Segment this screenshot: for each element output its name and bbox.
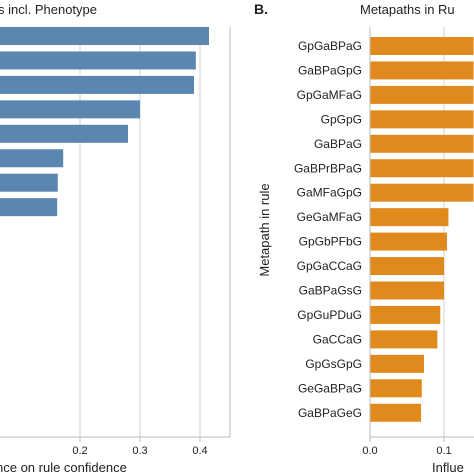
panel-a-tick-label: 0.4 xyxy=(192,445,207,457)
panel-b-bar xyxy=(370,305,441,324)
panel-a-bar xyxy=(0,124,128,143)
panel-b-category-label: GpGaMFaG xyxy=(297,88,362,102)
panel-b-bar xyxy=(370,379,422,398)
panel-a: s incl. Phenotype 0.2 0.3 0.4 nce on rule … xyxy=(0,2,231,474)
panel-b-bars xyxy=(370,37,474,422)
panel-b: B. Metapaths in Ru GpGaBPaG GaBPaGpG GpGaM… xyxy=(254,1,474,474)
panel-b-bar xyxy=(370,208,449,227)
panel-b-bar xyxy=(370,403,422,422)
panel-a-bar xyxy=(0,173,58,192)
panel-b-bar xyxy=(370,37,474,55)
panel-b-category-label: GeGaBPaG xyxy=(298,381,362,395)
panel-b-label: B. xyxy=(254,1,268,17)
panel-b-category-label: GeGaMFaG xyxy=(297,210,362,224)
panel-a-bar xyxy=(0,51,196,70)
panel-b-category-label: GaBPaGsG xyxy=(299,284,362,298)
panel-b-category-label: GaBPaGeG xyxy=(298,406,362,420)
panel-a-x-axis-label: nce on rule confidence xyxy=(0,460,127,474)
panel-a-bar xyxy=(0,198,58,217)
panel-b-category-label: GpGbPFbG xyxy=(299,235,362,249)
panel-b-bar xyxy=(370,134,474,153)
panel-b-tick-label: 0.1 xyxy=(436,445,451,457)
panel-b-bar xyxy=(370,354,425,373)
panel-b-category-label: GaBPrBPaG xyxy=(294,161,362,175)
panel-b-title: Metapaths in Ru xyxy=(360,2,455,17)
panel-b-category-label: GpGaBPaG xyxy=(298,39,362,53)
panel-b-bar xyxy=(370,85,474,104)
panel-a-bars xyxy=(0,27,209,217)
panel-a-gridlines xyxy=(79,27,201,437)
panel-a-bar xyxy=(0,75,194,94)
panel-a-tick-label: 0.3 xyxy=(132,445,147,457)
panel-b-bar xyxy=(370,232,447,251)
panel-b-bar xyxy=(370,330,438,349)
panel-b-category-labels: GpGaBPaG GaBPaGpG GpGaMFaG GpGpG GaBPaG GaBPr… xyxy=(294,39,362,420)
panel-a-tick-labels: 0.2 0.3 0.4 xyxy=(72,437,208,457)
panel-a-bar xyxy=(0,149,64,168)
panel-a-tick-label: 0.2 xyxy=(72,445,87,457)
panel-b-category-label: GaBPaG xyxy=(314,137,362,151)
panel-b-category-label: GpGsGpG xyxy=(305,357,362,371)
panel-b-category-label: GpGpG xyxy=(321,112,362,126)
panel-b-bar xyxy=(370,110,474,129)
panel-b-category-label: GaMFaGpG xyxy=(297,186,362,200)
panel-b-y-axis-label: Metapath in rule xyxy=(257,183,272,276)
panel-b-category-label: GpGuPDuG xyxy=(297,308,362,322)
panel-b-bar xyxy=(370,281,444,300)
panel-a-bar xyxy=(0,100,140,119)
panel-b-bar xyxy=(370,159,474,178)
panel-b-bar xyxy=(370,61,474,80)
panel-b-bar xyxy=(370,183,474,202)
panel-b-tick-label: 0.0 xyxy=(362,445,377,457)
panel-b-tick-labels: 0.0 0.1 xyxy=(362,437,452,457)
panel-b-x-axis-label: Influe xyxy=(432,460,464,474)
panel-a-title: s incl. Phenotype xyxy=(0,2,97,17)
panel-b-bar xyxy=(370,257,444,276)
panel-b-category-label: GaBPaGpG xyxy=(298,63,362,77)
panel-a-bar xyxy=(0,27,209,45)
panel-b-category-label: GpGaCCaG xyxy=(297,259,362,273)
panel-b-category-label: GaCCaG xyxy=(313,332,362,346)
